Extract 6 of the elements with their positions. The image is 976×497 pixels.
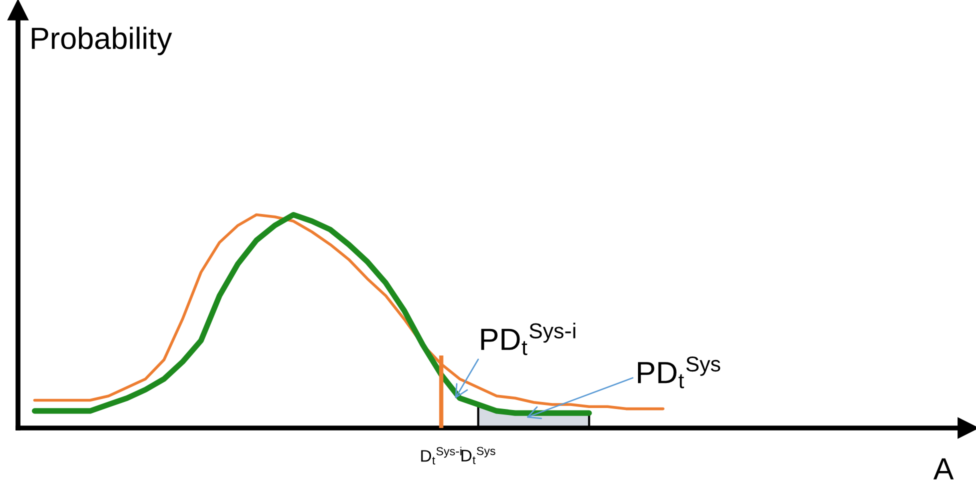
text: Probability	[32, 26, 172, 56]
x-axis-title: A	[933, 458, 954, 480]
annotation: PD$_{t}$$^{Sys}$	[638, 356, 720, 388]
x-tick-label: D$_{t}$$^{Sys}$	[462, 446, 496, 464]
annotation: PD$_{t}$$^{Sys-i}$	[481, 322, 576, 356]
x-tick-label: D$_{t}$$^{Sys-i}$	[421, 446, 462, 464]
